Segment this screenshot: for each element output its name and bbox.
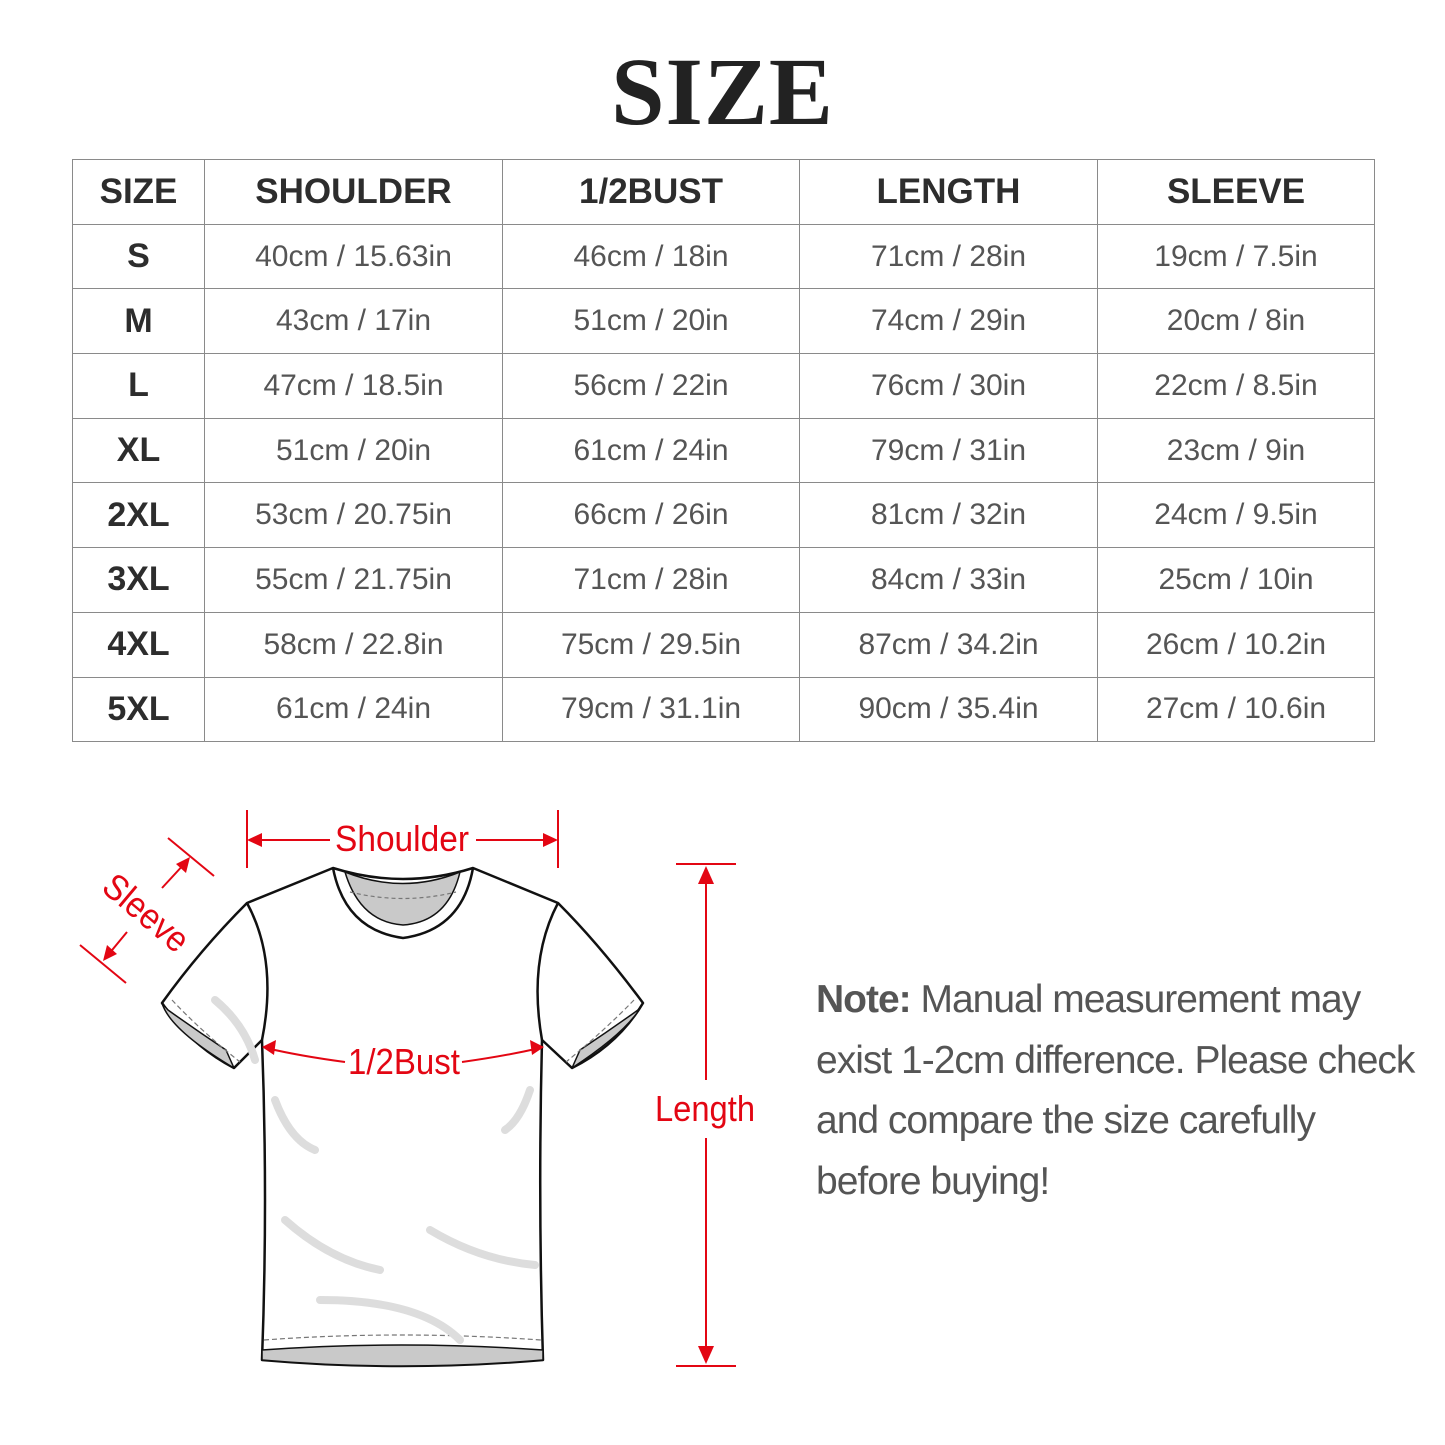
measure-lines — [79, 810, 736, 1367]
cell-bust: 79cm / 31.1in — [502, 676, 800, 743]
cell-size: 5XL — [72, 676, 205, 743]
page-title: SIZE — [611, 38, 834, 145]
cell-sleeve: 20cm / 8in — [1097, 288, 1375, 355]
shoulder-label: Shoulder — [335, 818, 469, 859]
cell-size: 4XL — [72, 611, 205, 678]
cell-shoulder: 43cm / 17in — [204, 288, 503, 355]
cell-sleeve: 24cm / 9.5in — [1097, 482, 1375, 549]
cell-bust: 71cm / 28in — [502, 547, 800, 613]
cell-shoulder: 61cm / 24in — [204, 676, 503, 743]
header-sleeve: SLEEVE — [1097, 159, 1375, 225]
note-label: Note: — [816, 978, 912, 1021]
cell-length: 79cm / 31in — [799, 417, 1098, 484]
note-text: Note: Manual measurement may exist 1-2cm… — [816, 970, 1416, 1212]
size-table: SIZE SHOULDER 1/2BUST LENGTH SLEEVE S 40c… — [72, 159, 1375, 743]
cell-size: 2XL — [72, 482, 205, 549]
cell-shoulder: 51cm / 20in — [204, 417, 503, 484]
cell-length: 71cm / 28in — [799, 223, 1098, 290]
tshirt-folds — [211, 996, 539, 1344]
cell-length: 90cm / 35.4in — [799, 676, 1098, 743]
table-header-row: SIZE SHOULDER 1/2BUST LENGTH SLEEVE — [72, 159, 1375, 225]
cell-bust: 51cm / 20in — [502, 288, 800, 355]
table-row: L 47cm / 18.5in 56cm / 22in 76cm / 30in 22cm… — [72, 353, 1375, 419]
tshirt-illustration — [160, 866, 645, 1368]
cell-sleeve: 22cm / 8.5in — [1097, 353, 1375, 419]
cell-bust: 61cm / 24in — [502, 417, 800, 484]
cell-sleeve: 26cm / 10.2in — [1097, 611, 1375, 678]
bust-label: 1/2Bust — [348, 1041, 460, 1082]
cell-size: XL — [72, 417, 205, 484]
header-size: SIZE — [72, 159, 205, 225]
cell-length: 84cm / 33in — [799, 547, 1098, 613]
cell-length: 76cm / 30in — [799, 353, 1098, 419]
table-row: M 43cm / 17in 51cm / 20in 74cm / 29in 20cm /… — [72, 288, 1375, 355]
cell-length: 81cm / 32in — [799, 482, 1098, 549]
cell-sleeve: 27cm / 10.6in — [1097, 676, 1375, 743]
cell-bust: 56cm / 22in — [502, 353, 800, 419]
cell-shoulder: 47cm / 18.5in — [204, 353, 503, 419]
note-body: Manual measurement may exist 1-2cm diffe… — [816, 978, 1415, 1203]
cell-bust: 66cm / 26in — [502, 482, 800, 549]
cell-shoulder: 40cm / 15.63in — [204, 223, 503, 290]
table-row: 2XL 53cm / 20.75in 66cm / 26in 81cm / 32in 2… — [72, 482, 1375, 549]
cell-size: L — [72, 353, 205, 419]
table-row: XL 51cm / 20in 61cm / 24in 79cm / 31in 23cm … — [72, 417, 1375, 484]
cell-size: 3XL — [72, 547, 205, 613]
cell-sleeve: 19cm / 7.5in — [1097, 223, 1375, 290]
cell-size: S — [72, 223, 205, 290]
header-length: LENGTH — [799, 159, 1098, 225]
header-bust: 1/2BUST — [502, 159, 800, 225]
table-row: S 40cm / 15.63in 46cm / 18in 71cm / 28in 19c… — [72, 223, 1375, 290]
sleeve-label: Sleeve — [95, 865, 198, 961]
cell-shoulder: 53cm / 20.75in — [204, 482, 503, 549]
cell-sleeve: 25cm / 10in — [1097, 547, 1375, 613]
table-row: 5XL 61cm / 24in 79cm / 31.1in 90cm / 35.4in… — [72, 676, 1375, 743]
cell-sleeve: 23cm / 9in — [1097, 417, 1375, 484]
cell-bust: 75cm / 29.5in — [502, 611, 800, 678]
cell-size: M — [72, 288, 205, 355]
length-label: Length — [655, 1088, 755, 1129]
table-row: 3XL 55cm / 21.75in 71cm / 28in 84cm / 33in 2… — [72, 547, 1375, 613]
cell-shoulder: 55cm / 21.75in — [204, 547, 503, 613]
cell-length: 74cm / 29in — [799, 288, 1098, 355]
cell-bust: 46cm / 18in — [502, 223, 800, 290]
cell-shoulder: 58cm / 22.8in — [204, 611, 503, 678]
